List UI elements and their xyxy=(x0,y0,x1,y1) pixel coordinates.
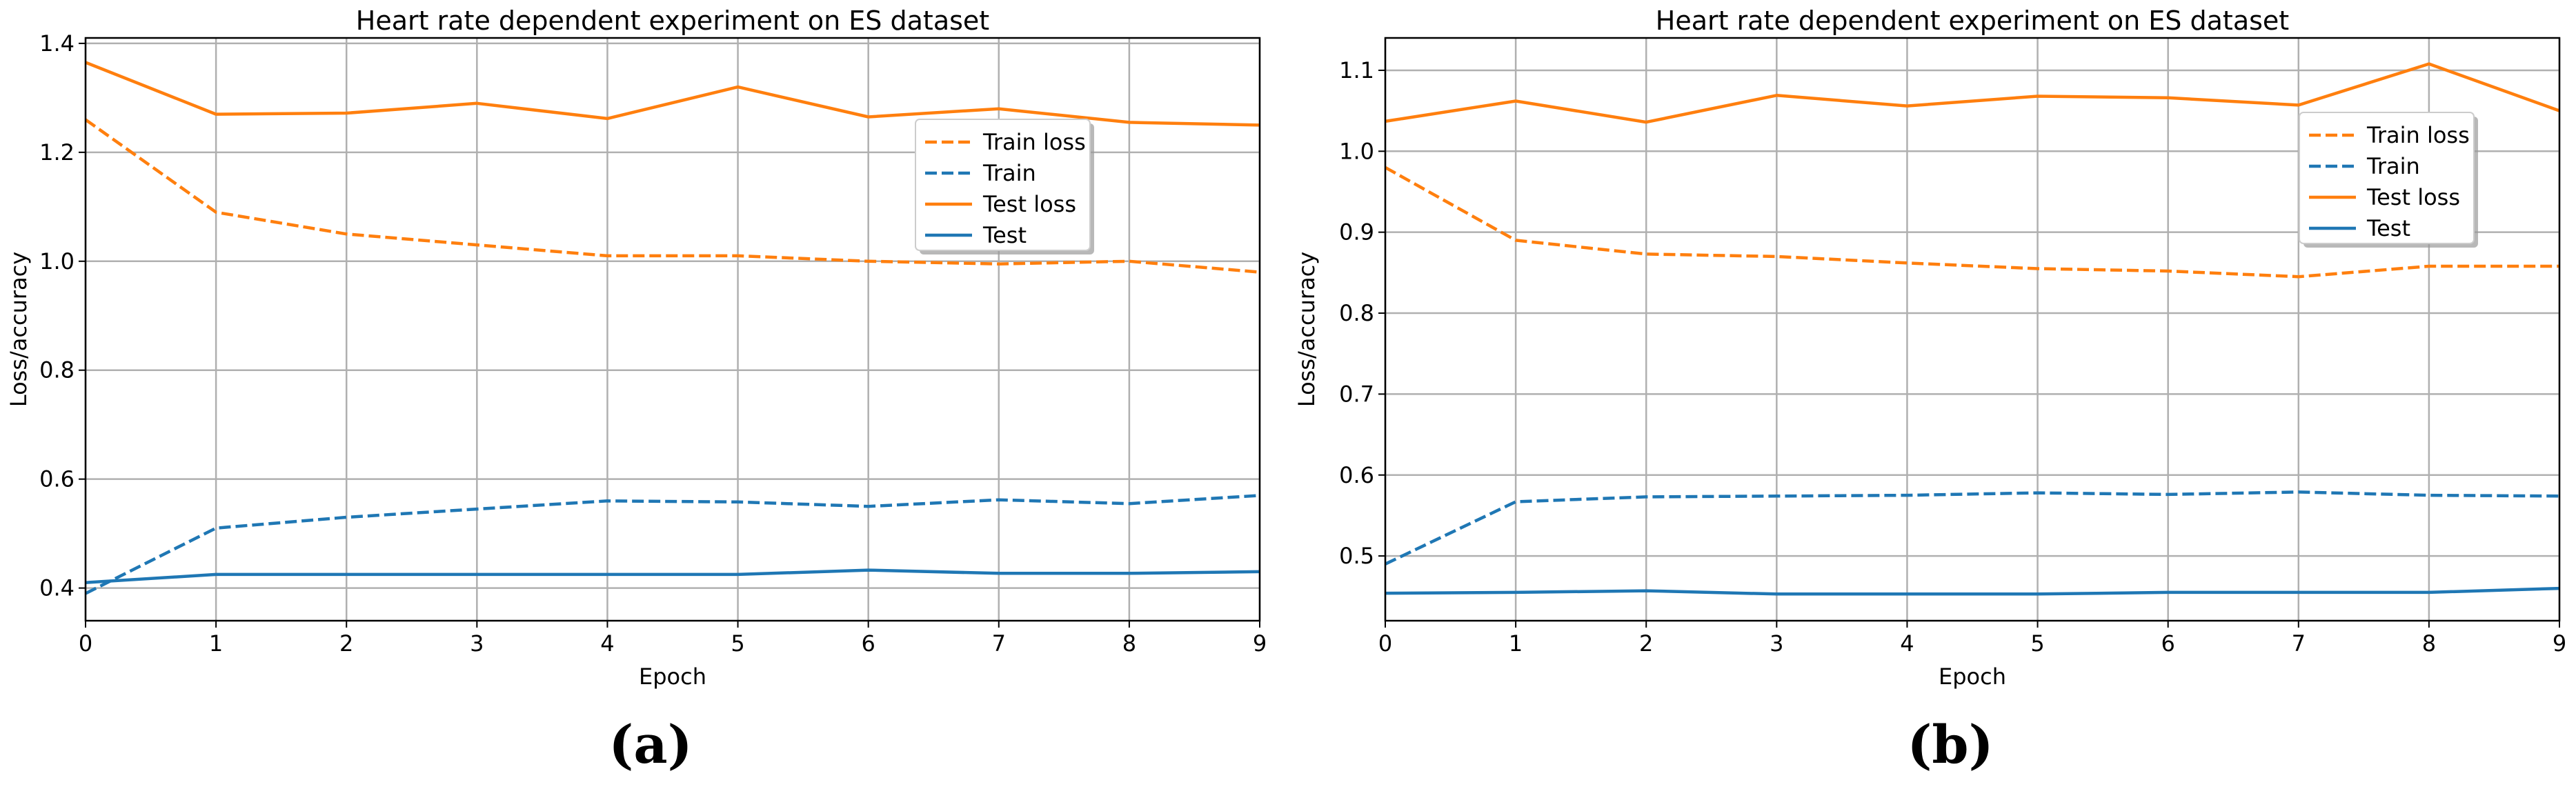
chart-a-x-tick-label: 3 xyxy=(470,630,484,657)
chart-b-x-tick-label: 4 xyxy=(1900,630,1914,657)
panel-caption-a: (a) xyxy=(608,714,693,775)
chart-b-x-tick-label: 7 xyxy=(2292,630,2306,657)
chart-a-y-tick-label: 1.4 xyxy=(39,30,75,57)
chart-a-x-tick-label: 8 xyxy=(1122,630,1136,657)
chart-b-x-axis-label: Epoch xyxy=(1939,663,2006,690)
chart-a-y-tick-label: 0.8 xyxy=(39,357,75,383)
chart-b-x-tick-label: 9 xyxy=(2553,630,2566,657)
panel-caption-b: (b) xyxy=(1907,714,1994,775)
chart-b-x-tick-label: 2 xyxy=(1639,630,1653,657)
chart-a-axes-frame xyxy=(84,37,1261,622)
chart-a-x-tick-label: 1 xyxy=(209,630,223,657)
chart-b-legend-label: Train xyxy=(2366,153,2420,179)
chart-a-y-tick-label: 1.0 xyxy=(39,248,75,274)
chart-b-y-axis-label: Loss/accuracy xyxy=(1294,252,1320,407)
chart-b-x-tick-label: 5 xyxy=(2030,630,2044,657)
chart-a-title: Heart rate dependent experiment on ES da… xyxy=(356,6,989,36)
chart-a-x-tick-label: 5 xyxy=(731,630,744,657)
chart-b-x-tick-label: 8 xyxy=(2422,630,2436,657)
chart-a-y-tick-label: 1.2 xyxy=(39,139,75,166)
chart-b-y-tick-label: 0.6 xyxy=(1339,462,1374,488)
chart-b-x-tick-label: 1 xyxy=(1509,630,1523,657)
chart-a-series-train-loss xyxy=(84,118,1260,274)
chart-a-legend-label: Test xyxy=(982,222,1027,248)
chart-b-x-tick-label: 0 xyxy=(1378,630,1392,657)
chart-b-series-train-loss xyxy=(1384,166,2559,279)
chart-b-legend-label: Test xyxy=(2366,215,2410,241)
chart-a-y-axis-label: Loss/accuracy xyxy=(6,252,32,407)
chart-b-y-tick-label: 0.9 xyxy=(1339,219,1374,246)
chart-a: Heart rate dependent experiment on ES da… xyxy=(6,6,1267,690)
chart-a-legend-box xyxy=(915,119,1091,251)
chart-b-legend: Train loss Train Test loss Test xyxy=(2299,112,2478,248)
chart-b-y-tick-label: 0.7 xyxy=(1339,381,1374,407)
chart-b-y-tick-label: 1.1 xyxy=(1339,57,1374,83)
chart-b-series-test xyxy=(1385,586,2560,596)
chart-a-x-axis-label: Epoch xyxy=(639,663,706,690)
chart-b-x-tick-label: 6 xyxy=(2161,630,2174,657)
chart-b-x-tick-label: 3 xyxy=(1770,630,1783,657)
chart-b-series-train xyxy=(1385,490,2560,566)
chart-b-series-test-loss xyxy=(1385,62,2560,124)
chart-a-legend: Train loss Train Test loss Test xyxy=(915,119,1094,254)
chart-a-legend-label: Train xyxy=(982,160,1036,186)
chart-b-legend-box xyxy=(2299,112,2475,244)
chart-a-x-tick-label: 0 xyxy=(79,630,92,657)
chart-b-legend-label: Train loss xyxy=(2366,122,2470,148)
chart-b-y-tick-label: 1.0 xyxy=(1339,138,1374,164)
chart-a-series-test-loss xyxy=(85,61,1260,127)
chart-b: Heart rate dependent experiment on ES da… xyxy=(1294,6,2566,690)
chart-b-y-tick-label: 0.5 xyxy=(1339,543,1374,569)
chart-b-axes-frame xyxy=(1384,37,2561,622)
chart-a-legend-label: Test loss xyxy=(982,191,1076,217)
chart-a-legend-label: Train loss xyxy=(982,129,1086,155)
chart-b-title: Heart rate dependent experiment on ES da… xyxy=(1656,6,2289,36)
chart-b-y-tick-label: 0.8 xyxy=(1339,300,1374,326)
chart-a-series-train xyxy=(84,494,1260,595)
chart-a-series-test xyxy=(85,568,1260,584)
chart-b-legend-label: Test loss xyxy=(2366,184,2460,210)
chart-a-y-tick-label: 0.4 xyxy=(39,575,75,601)
chart-a-x-tick-label: 6 xyxy=(861,630,875,657)
chart-a-x-tick-label: 7 xyxy=(992,630,1006,657)
chart-a-y-tick-label: 0.6 xyxy=(39,466,75,492)
chart-a-x-tick-label: 9 xyxy=(1253,630,1267,657)
chart-a-x-tick-label: 2 xyxy=(339,630,353,657)
chart-a-x-tick-label: 4 xyxy=(600,630,614,657)
